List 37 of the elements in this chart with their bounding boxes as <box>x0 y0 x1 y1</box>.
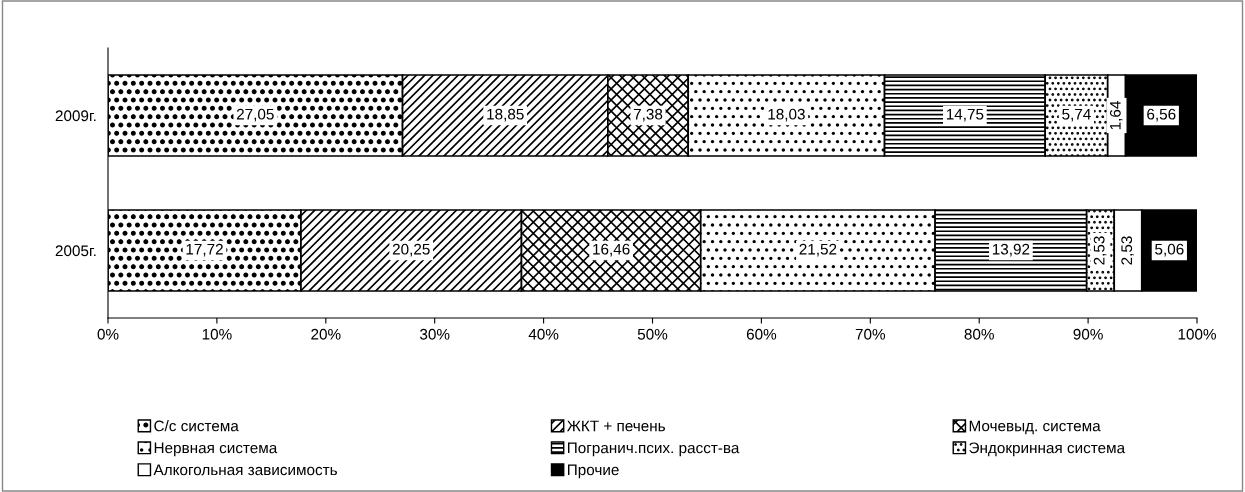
x-tick-label: 60% <box>746 328 777 340</box>
data-label: 27,05 <box>236 108 274 122</box>
y-tick-label: 2005г. <box>55 245 96 257</box>
data-label: 18,85 <box>487 108 524 122</box>
data-label: 7,38 <box>633 108 663 122</box>
data-label: 5,74 <box>1062 108 1091 122</box>
x-tick-label: 70% <box>855 328 886 340</box>
x-tick-label: 30% <box>419 328 450 340</box>
x-tick-label: 100% <box>1178 328 1216 340</box>
x-tick-label: 0% <box>97 328 119 340</box>
data-label: 17,72 <box>186 243 223 257</box>
x-tick-label: 50% <box>637 328 668 340</box>
legend-label: Мочевыд. система <box>969 420 1101 435</box>
legend-label: Погранич.псих. расст-ва <box>568 442 740 457</box>
data-label: 21,52 <box>799 243 837 257</box>
data-label: 20,25 <box>392 243 430 257</box>
legend-label: Эндокринная система <box>969 442 1126 457</box>
y-tick-label: 2009г. <box>55 110 96 122</box>
x-tick-label: 80% <box>964 328 994 340</box>
data-label: 5,06 <box>1155 243 1184 257</box>
x-tick-label: 20% <box>311 328 341 340</box>
data-label: 1,64 <box>1109 101 1123 130</box>
data-label: 2,53 <box>1093 236 1107 265</box>
data-label: 18,03 <box>768 108 805 122</box>
data-label: 6,56 <box>1147 108 1176 122</box>
data-label: 14,75 <box>946 108 984 122</box>
data-label: 2,53 <box>1121 236 1134 265</box>
data-label: 13,92 <box>992 243 1030 257</box>
legend-label: Прочие <box>568 464 619 479</box>
x-tick-label: 90% <box>1073 328 1103 340</box>
data-label: 16,46 <box>593 243 630 257</box>
legend-label: Алкогольная зависимость <box>153 464 337 476</box>
x-tick-label: 10% <box>202 328 232 340</box>
legend-label: С/с система <box>154 420 239 432</box>
legend-label: ЖКТ + печень <box>566 420 665 432</box>
legend-label: Нервная система <box>154 442 278 457</box>
x-tick-label: 40% <box>528 328 559 340</box>
